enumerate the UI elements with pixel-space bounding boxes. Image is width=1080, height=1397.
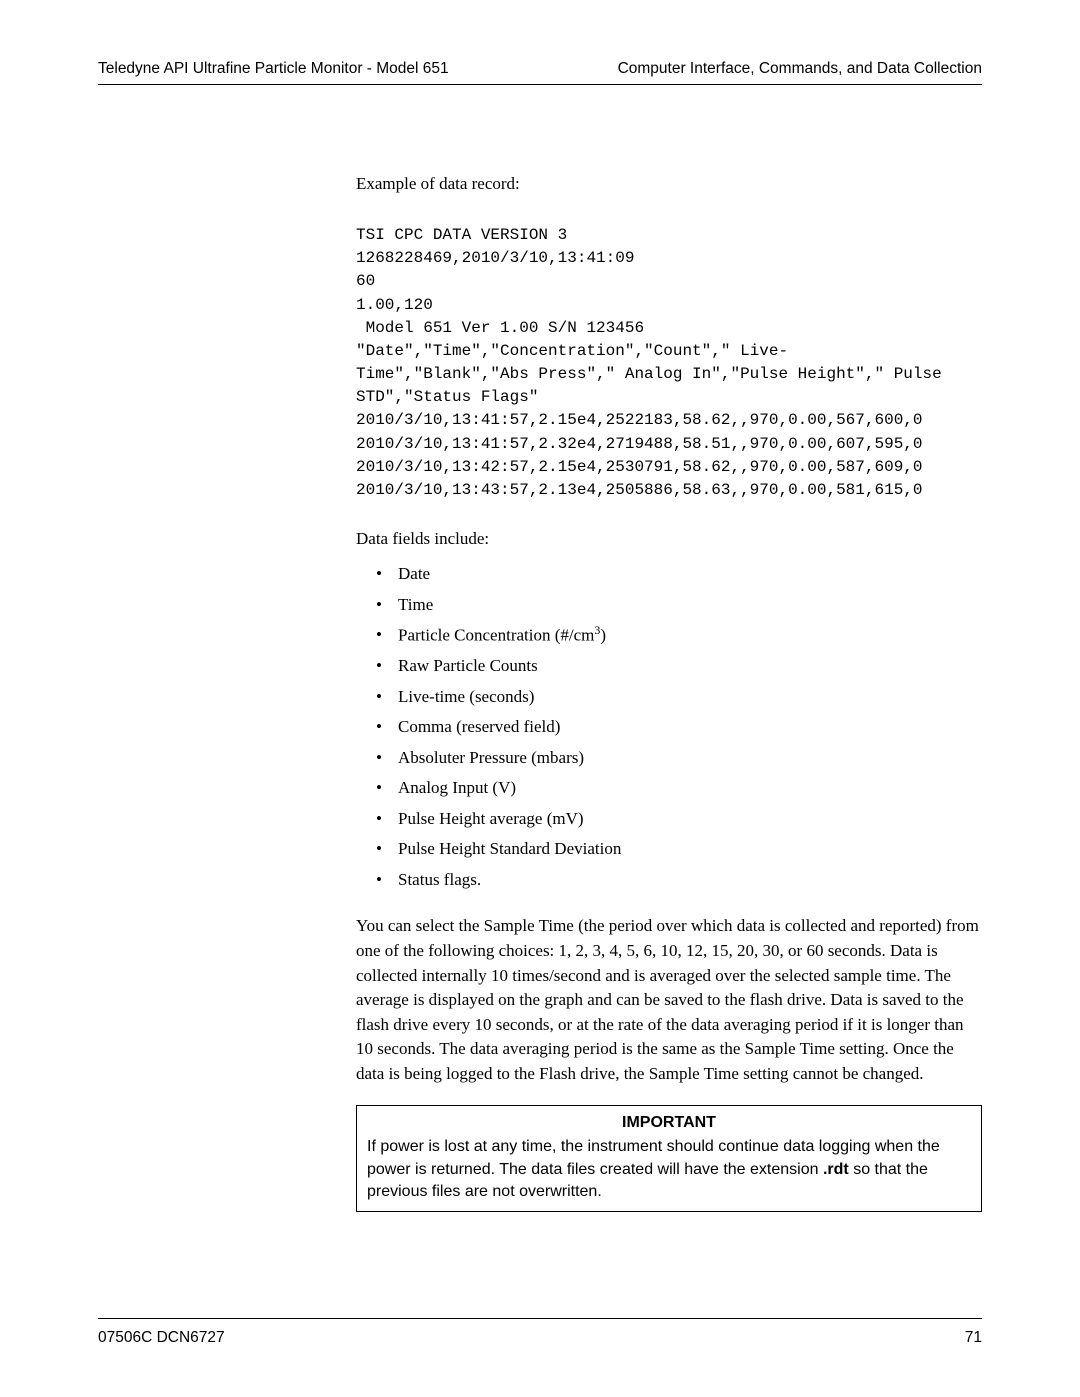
list-item: Live-time (seconds) xyxy=(398,684,982,710)
sample-time-paragraph: You can select the Sample Time (the peri… xyxy=(356,914,982,1086)
fields-title: Data fields include: xyxy=(356,528,982,551)
important-body: If power is lost at any time, the instru… xyxy=(367,1136,971,1203)
list-item: Absoluter Pressure (mbars) xyxy=(398,745,982,771)
list-item: Pulse Height average (mV) xyxy=(398,806,982,832)
main-content: Example of data record: TSI CPC DATA VER… xyxy=(356,173,982,1212)
list-item: Date xyxy=(398,561,982,587)
list-item: Pulse Height Standard Deviation xyxy=(398,836,982,862)
important-title: IMPORTANT xyxy=(367,1112,971,1134)
fields-list: Date Time Particle Concentration (#/cm3) Ra… xyxy=(356,561,982,892)
list-item: Status flags. xyxy=(398,867,982,893)
header-left: Teledyne API Ultrafine Particle Monitor … xyxy=(98,60,449,78)
footer-page-number: 71 xyxy=(965,1329,982,1347)
important-bold: .rdt xyxy=(823,1161,849,1178)
list-item: Particle Concentration (#/cm3) xyxy=(398,622,982,648)
list-item: Time xyxy=(398,592,982,618)
header-right: Computer Interface, Commands, and Data C… xyxy=(618,60,982,78)
page-footer: 07506C DCN6727 71 xyxy=(98,1318,982,1347)
data-record-example: TSI CPC DATA VERSION 3 1268228469,2010/3… xyxy=(356,224,982,502)
list-item: Analog Input (V) xyxy=(398,775,982,801)
list-item: Raw Particle Counts xyxy=(398,653,982,679)
important-box: IMPORTANT If power is lost at any time, … xyxy=(356,1105,982,1213)
list-item: Comma (reserved field) xyxy=(398,714,982,740)
page-header: Teledyne API Ultrafine Particle Monitor … xyxy=(98,60,982,85)
example-title: Example of data record: xyxy=(356,173,982,196)
page: Teledyne API Ultrafine Particle Monitor … xyxy=(0,0,1080,1397)
footer-left: 07506C DCN6727 xyxy=(98,1329,225,1347)
